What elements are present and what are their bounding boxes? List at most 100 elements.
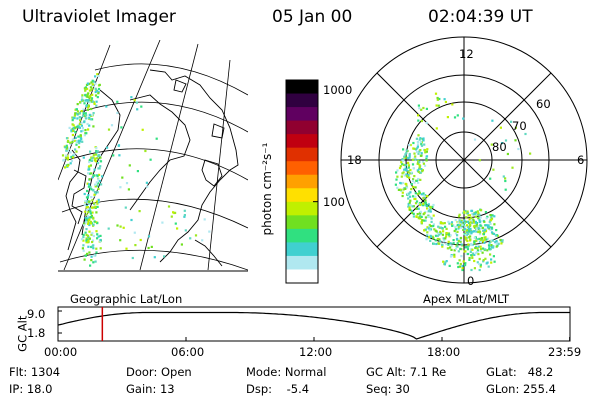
aurora-pixel (445, 243, 448, 246)
aurora-pixel (82, 249, 85, 252)
aurora-pixel (495, 240, 498, 243)
aurora-pixel (517, 147, 520, 151)
aurora-pixel (408, 152, 411, 156)
aurora-pixel (92, 247, 95, 250)
aurora-pixel (457, 227, 460, 230)
aurora-pixel (439, 240, 442, 243)
aurora-pixel (474, 211, 477, 214)
aurora-pixel (456, 242, 459, 245)
aurora-pixel (463, 219, 466, 222)
aurora-pixel (425, 107, 428, 110)
aurora-pixel (89, 150, 92, 153)
aurora-pixel (483, 241, 486, 244)
aurora-pixel (453, 116, 457, 119)
aurora-pixel (91, 157, 94, 160)
aurora-pixel (86, 217, 89, 220)
aurora-pixel (89, 222, 92, 225)
aurora-pixel (469, 227, 472, 230)
aurora-pixel (486, 261, 489, 264)
aurora-pixel (456, 230, 459, 233)
aurora-pixel (413, 152, 416, 155)
aurora-pixel (61, 154, 65, 157)
aurora-pixel (76, 110, 80, 113)
aurora-pixel (472, 221, 475, 224)
aurora-pixel (203, 218, 206, 221)
aurora-pixel (86, 117, 89, 120)
aurora-pixel (89, 86, 92, 89)
aurora-pixel (399, 188, 402, 191)
aurora-pixel (425, 195, 428, 198)
aurora-pixel (98, 159, 101, 162)
aurora-pixel (69, 141, 72, 144)
aurora-pixel (482, 259, 485, 262)
aurora-pixel (72, 154, 75, 157)
aurora-pixel (468, 258, 471, 261)
aurora-pixel (79, 116, 82, 119)
aurora-pixel (475, 224, 478, 227)
aurora-pixel (96, 89, 99, 92)
aurora-pixel (395, 171, 398, 174)
aurora-pixel (485, 217, 488, 220)
aurora-pixel (409, 143, 412, 147)
aurora-pixel (432, 237, 435, 240)
aurora-pixel (442, 240, 445, 243)
orbit-ytick-min: 1.8 (27, 326, 46, 340)
aurora-pixel (514, 126, 517, 129)
aurora-pixel (474, 215, 478, 218)
aurora-pixel (74, 126, 77, 129)
aurora-pixel (183, 214, 186, 217)
aurora-pixel (201, 239, 204, 242)
aurora-pixel (419, 141, 422, 144)
aurora-pixel (396, 175, 399, 178)
aurora-pixel (95, 104, 98, 107)
aurora-pixel (88, 113, 91, 116)
aurora-pixel (409, 208, 412, 211)
aurora-pixel (72, 129, 75, 132)
aurora-pixel (456, 224, 459, 227)
aurora-pixel (84, 94, 87, 97)
aurora-pixel (456, 234, 459, 237)
aurora-pixel (474, 246, 477, 250)
aurora-pixel (119, 239, 122, 242)
aurora-pixel (481, 251, 484, 254)
aurora-pixel (97, 187, 100, 190)
aurora-pixel (402, 163, 405, 166)
aurora-pixel (405, 156, 408, 159)
aurora-pixel (490, 227, 494, 231)
aurora-pixel (84, 231, 87, 234)
aurora-pixel (459, 226, 462, 229)
aurora-pixel (96, 202, 99, 205)
aurora-pixel (456, 238, 459, 241)
aurora-pixel (441, 222, 445, 225)
aurora-pixel (449, 246, 452, 249)
aurora-pixel (407, 161, 410, 164)
status-glat: GLat: 48.2 (486, 365, 554, 379)
colorbar-stripe (286, 120, 318, 135)
aurora-pixel (81, 140, 84, 143)
aurora-pixel (417, 104, 420, 107)
aurora-pixel (95, 181, 98, 184)
aurora-pixel (466, 224, 469, 227)
aurora-pixel (189, 237, 192, 240)
aurora-pixel (98, 83, 101, 86)
aurora-pixel (414, 148, 418, 151)
aurora-pixel (65, 144, 68, 147)
aurora-pixel (418, 150, 421, 153)
aurora-pixel (94, 157, 97, 160)
aurora-pixel (479, 265, 482, 268)
aurora-pixel (413, 156, 416, 159)
aurora-pixel (493, 260, 496, 263)
aurora-pixel (439, 232, 442, 235)
aurora-pixel (404, 167, 407, 170)
colorbar-stripe (286, 161, 318, 176)
aurora-pixel (420, 168, 423, 171)
aurora-pixel (487, 265, 490, 268)
aurora-pixel (434, 92, 438, 95)
aurora-pixel (417, 192, 420, 196)
aurora-pixel (408, 206, 411, 209)
aurora-pixel (473, 259, 476, 263)
aurora-pixel (105, 105, 108, 108)
aurora-pixel (449, 242, 452, 245)
aurora-pixel (478, 216, 481, 219)
aurora-pixel (429, 206, 432, 209)
